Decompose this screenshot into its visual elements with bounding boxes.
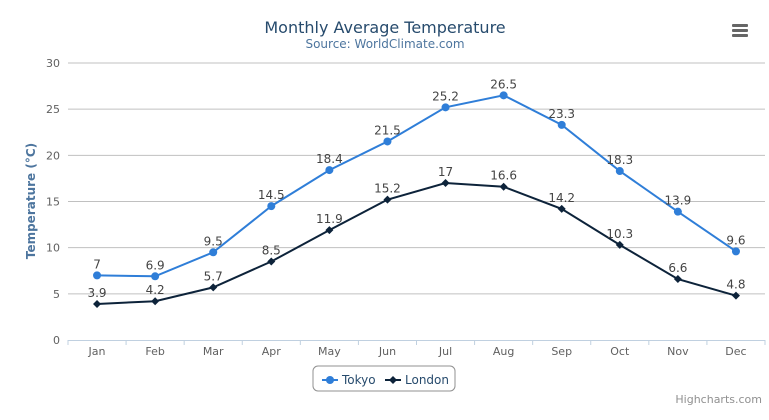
y-tick-label: 30: [46, 57, 60, 70]
diamond-marker-icon: [389, 376, 397, 384]
data-label: 10.3: [606, 227, 633, 241]
y-tick-label: 5: [53, 288, 60, 301]
x-tick-label: Aug: [493, 345, 514, 358]
data-label: 15.2: [374, 182, 401, 196]
x-tick-label: Oct: [610, 345, 630, 358]
data-label: 13.9: [665, 194, 692, 208]
data-label: 14.2: [548, 191, 575, 205]
data-label: 23.3: [548, 107, 575, 121]
data-label: 9.5: [204, 234, 223, 248]
data-label: 14.5: [258, 188, 285, 202]
data-point[interactable]: [499, 91, 508, 100]
y-tick-label: 10: [46, 242, 60, 255]
data-point[interactable]: [325, 166, 334, 175]
data-point[interactable]: [615, 240, 624, 249]
data-point[interactable]: [209, 248, 218, 257]
chart-title: Monthly Average Temperature: [264, 18, 505, 37]
data-point[interactable]: [383, 137, 392, 146]
data-point[interactable]: [731, 291, 740, 300]
data-point[interactable]: [731, 247, 740, 256]
data-point[interactable]: [557, 204, 566, 213]
data-label: 18.4: [316, 152, 343, 166]
data-point[interactable]: [673, 207, 682, 216]
x-tick-label: Mar: [203, 345, 224, 358]
data-label: 16.6: [490, 169, 517, 183]
series-line-london: [96, 182, 737, 305]
data-point[interactable]: [557, 120, 566, 129]
y-tick-label: 0: [53, 334, 60, 347]
credits-link[interactable]: Highcharts.com: [675, 393, 762, 406]
data-label: 11.9: [316, 212, 343, 226]
data-point[interactable]: [151, 297, 160, 306]
x-tick-label: Feb: [145, 345, 164, 358]
chart-subtitle: Source: WorldClimate.com: [305, 37, 464, 51]
hamburger-menu-icon[interactable]: [732, 24, 748, 37]
data-point[interactable]: [209, 283, 218, 292]
data-point[interactable]: [93, 299, 102, 308]
data-label: 9.6: [726, 233, 745, 247]
data-point[interactable]: [267, 202, 276, 211]
y-tick-label: 20: [46, 149, 60, 162]
data-point[interactable]: [151, 272, 160, 281]
data-label: 4.8: [726, 278, 745, 292]
x-tick-label: Apr: [262, 345, 282, 358]
svg-text:Tokyo: Tokyo: [341, 373, 376, 387]
legend-item-tokyo[interactable]: Tokyo: [322, 373, 376, 387]
data-point[interactable]: [673, 275, 682, 284]
data-point[interactable]: [267, 257, 276, 266]
data-label: 3.9: [87, 286, 106, 300]
x-tick-label: Dec: [725, 345, 746, 358]
svg-text:London: London: [405, 373, 449, 387]
data-label: 5.7: [204, 269, 223, 283]
x-tick-label: Nov: [667, 345, 689, 358]
data-label: 6.6: [668, 261, 687, 275]
data-point[interactable]: [441, 103, 450, 112]
series-line-tokyo: [97, 94, 737, 278]
data-label: 7: [93, 257, 101, 271]
data-point[interactable]: [441, 179, 450, 188]
data-label: 8.5: [262, 244, 281, 258]
y-axis-title: Temperature (°C): [24, 143, 38, 259]
data-label: 17: [438, 165, 453, 179]
y-tick-label: 15: [46, 196, 60, 209]
data-label: 18.3: [606, 153, 633, 167]
x-tick-label: May: [318, 345, 341, 358]
data-label: 6.9: [146, 258, 165, 272]
data-label: 21.5: [374, 123, 401, 137]
data-point[interactable]: [499, 182, 508, 191]
legend-item-london[interactable]: London: [385, 373, 449, 387]
data-point[interactable]: [615, 167, 624, 176]
legend: Tokyo London: [312, 365, 456, 392]
data-point[interactable]: [93, 271, 102, 280]
x-tick-label: Jul: [438, 345, 452, 358]
data-point[interactable]: [383, 195, 392, 204]
x-tick-label: Jun: [378, 345, 396, 358]
y-tick-label: 25: [46, 103, 60, 116]
data-label: 4.2: [146, 283, 165, 297]
x-tick-label: Jan: [88, 345, 106, 358]
circle-marker-icon: [326, 376, 334, 384]
data-label: 26.5: [490, 77, 517, 91]
x-tick-label: Sep: [551, 345, 572, 358]
data-point[interactable]: [325, 226, 334, 235]
data-label: 25.2: [432, 89, 459, 103]
